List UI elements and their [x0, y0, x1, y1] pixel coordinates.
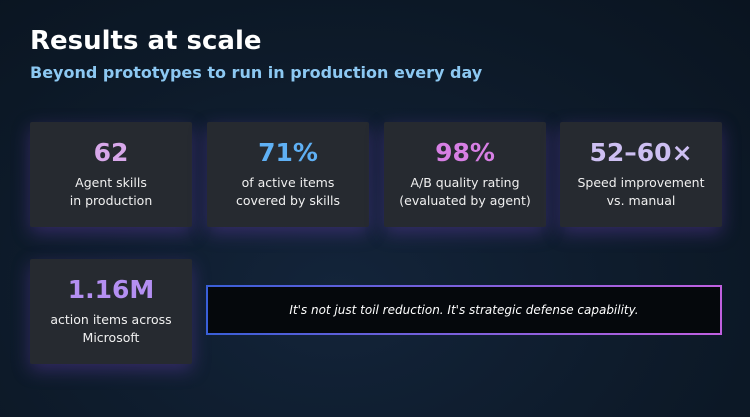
stat-label-line: action items across	[50, 312, 172, 327]
stat-value: 62	[93, 138, 129, 167]
stat-label: of active items covered by skills	[207, 174, 369, 210]
stat-card: 52–60× Speed improvement vs. manual	[560, 122, 722, 227]
stat-label-line: in production	[69, 193, 153, 208]
stat-value: 71%	[258, 138, 318, 167]
stat-label: action items across Microsoft	[30, 311, 192, 347]
stat-label-line: (evaluated by agent)	[399, 193, 531, 208]
stat-card: 1.16M action items across Microsoft	[30, 259, 192, 364]
stat-label-line: A/B quality rating	[410, 175, 520, 190]
stat-label-line: of active items	[241, 175, 335, 190]
stat-label: A/B quality rating (evaluated by agent)	[384, 174, 546, 210]
stat-label-line: Microsoft	[82, 330, 140, 345]
stat-card: 98% A/B quality rating (evaluated by agent…	[384, 122, 546, 227]
stat-card: 62 Agent skills in production	[30, 122, 192, 227]
stat-label-line: vs. manual	[606, 193, 676, 208]
stat-label: Speed improvement vs. manual	[560, 174, 722, 210]
stat-value: 1.16M	[67, 275, 155, 304]
subtitle: Beyond prototypes to run in production e…	[30, 63, 483, 82]
quote: It's not just toil reduction. It's strat…	[289, 303, 639, 317]
quote-box: It's not just toil reduction. It's strat…	[206, 285, 722, 335]
stat-label: Agent skills in production	[30, 174, 192, 210]
stat-value: 98%	[435, 138, 495, 167]
stat-label-line: covered by skills	[235, 193, 341, 208]
stat-value: 52–60×	[589, 138, 693, 167]
stat-label-line: Speed improvement	[577, 175, 705, 190]
stat-card: 71% of active items covered by skills	[207, 122, 369, 227]
stat-label-line: Agent skills	[75, 175, 147, 190]
title: Results at scale	[30, 26, 262, 56]
